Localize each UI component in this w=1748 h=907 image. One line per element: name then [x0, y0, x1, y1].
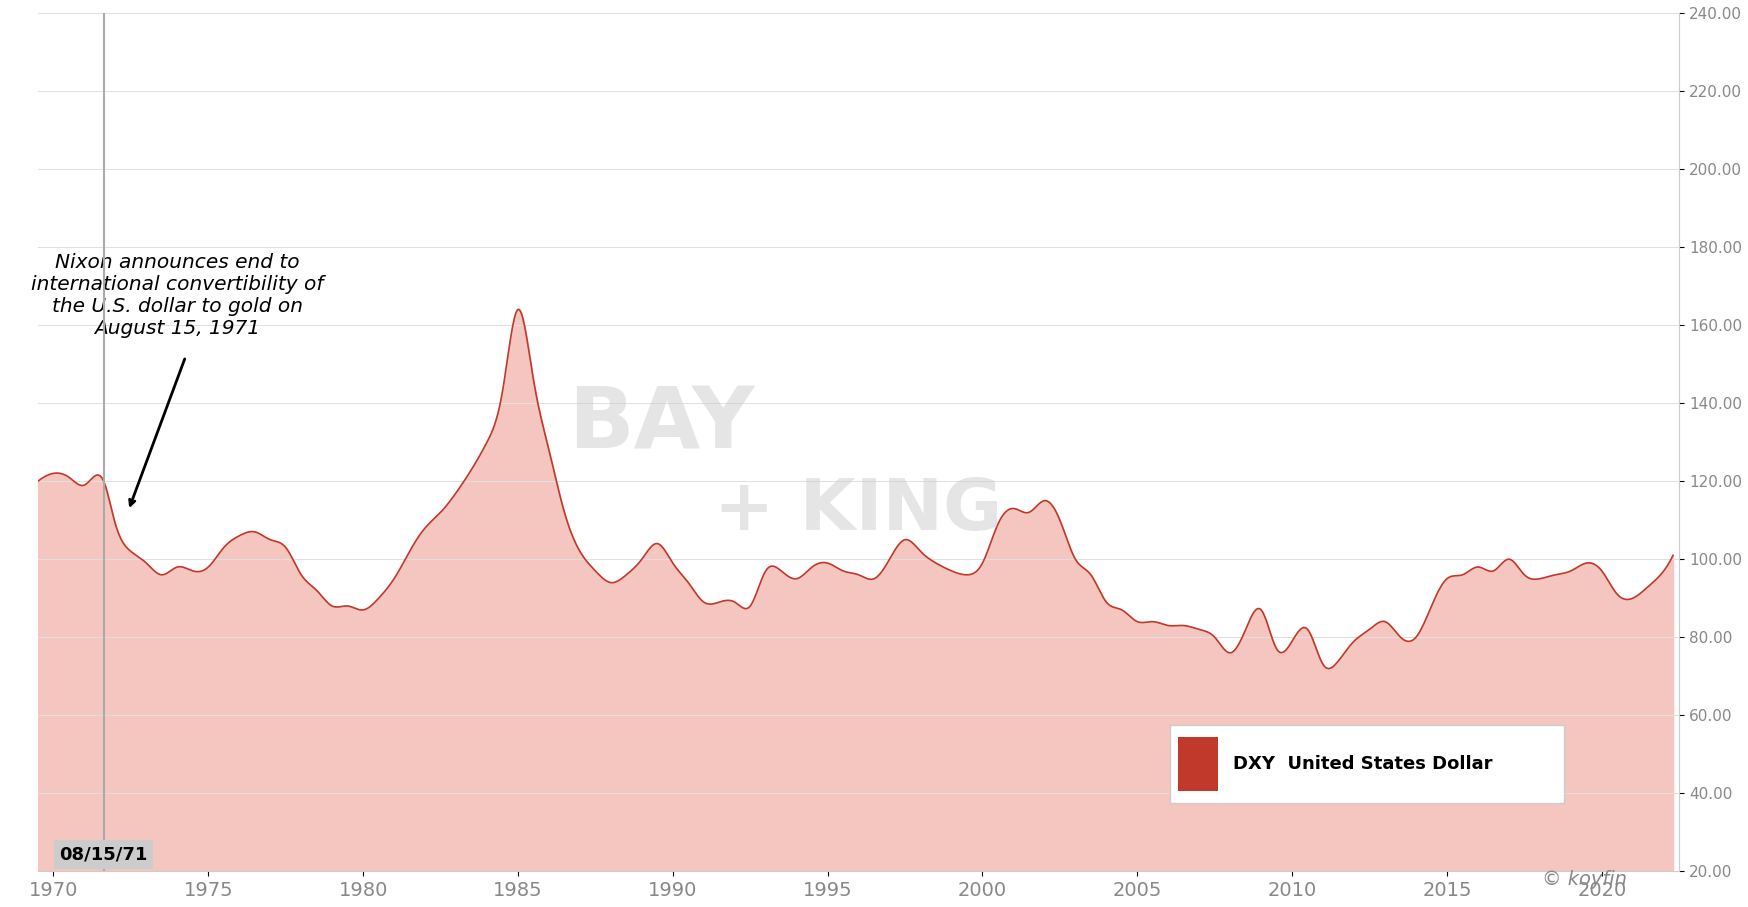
Text: 08/15/71: 08/15/71: [59, 845, 149, 863]
Text: + KING: + KING: [713, 476, 1002, 545]
Text: BAY: BAY: [568, 384, 755, 466]
Text: © koyfin: © koyfin: [1540, 870, 1626, 889]
Text: Nixon announces end to
international convertibility of
the U.S. dollar to gold o: Nixon announces end to international con…: [31, 253, 323, 338]
